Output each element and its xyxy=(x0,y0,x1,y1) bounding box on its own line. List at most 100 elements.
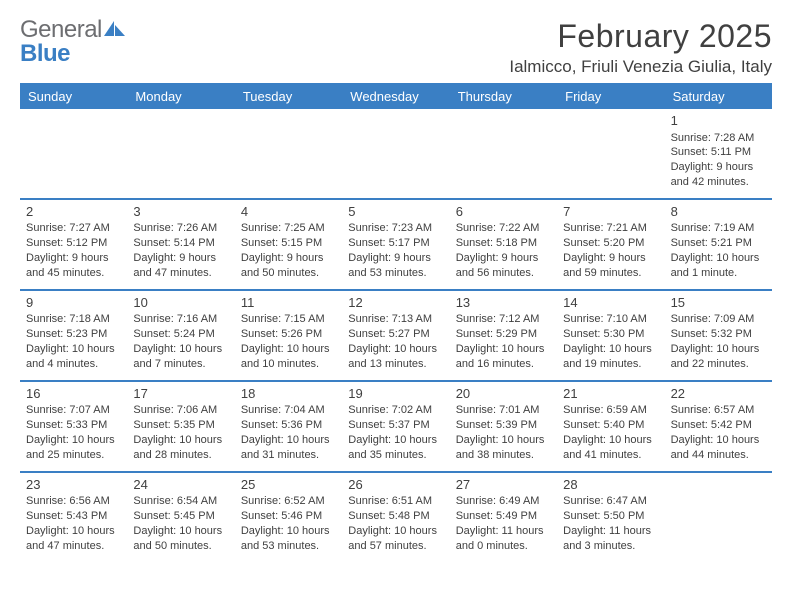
sunset-text: Sunset: 5:21 PM xyxy=(671,236,766,251)
day-header: Tuesday xyxy=(235,85,342,109)
calendar-cell: 15Sunrise: 7:09 AMSunset: 5:32 PMDayligh… xyxy=(665,291,772,376)
day-number: 24 xyxy=(133,476,228,494)
day-number: 18 xyxy=(241,385,336,403)
sunrise-text: Sunrise: 6:49 AM xyxy=(456,494,551,509)
daylight-text: Daylight: 10 hours and 16 minutes. xyxy=(456,342,551,372)
day-number: 14 xyxy=(563,294,658,312)
daylight-text: Daylight: 10 hours and 41 minutes. xyxy=(563,433,658,463)
calendar-cell: 20Sunrise: 7:01 AMSunset: 5:39 PMDayligh… xyxy=(450,382,557,467)
calendar-cell: 18Sunrise: 7:04 AMSunset: 5:36 PMDayligh… xyxy=(235,382,342,467)
daylight-text: Daylight: 9 hours and 59 minutes. xyxy=(563,251,658,281)
logo-text-2: Blue xyxy=(20,42,126,66)
daylight-text: Daylight: 10 hours and 47 minutes. xyxy=(26,524,121,554)
calendar-cell: 4Sunrise: 7:25 AMSunset: 5:15 PMDaylight… xyxy=(235,200,342,285)
day-number: 11 xyxy=(241,294,336,312)
sunrise-text: Sunrise: 7:10 AM xyxy=(563,312,658,327)
sunrise-text: Sunrise: 7:28 AM xyxy=(671,131,766,146)
day-number: 7 xyxy=(563,203,658,221)
calendar-cell-blank xyxy=(557,109,664,194)
sunrise-text: Sunrise: 7:06 AM xyxy=(133,403,228,418)
sunset-text: Sunset: 5:39 PM xyxy=(456,418,551,433)
daylight-text: Daylight: 11 hours and 0 minutes. xyxy=(456,524,551,554)
sunset-text: Sunset: 5:40 PM xyxy=(563,418,658,433)
calendar-cell: 21Sunrise: 6:59 AMSunset: 5:40 PMDayligh… xyxy=(557,382,664,467)
calendar-cell: 17Sunrise: 7:06 AMSunset: 5:35 PMDayligh… xyxy=(127,382,234,467)
calendar-cell: 3Sunrise: 7:26 AMSunset: 5:14 PMDaylight… xyxy=(127,200,234,285)
sunrise-text: Sunrise: 7:25 AM xyxy=(241,221,336,236)
sunset-text: Sunset: 5:42 PM xyxy=(671,418,766,433)
sunrise-text: Sunrise: 7:23 AM xyxy=(348,221,443,236)
calendar-cell: 11Sunrise: 7:15 AMSunset: 5:26 PMDayligh… xyxy=(235,291,342,376)
header: GeneralBlue February 2025 Ialmicco, Friu… xyxy=(20,18,772,77)
sunrise-text: Sunrise: 7:04 AM xyxy=(241,403,336,418)
sunset-text: Sunset: 5:49 PM xyxy=(456,509,551,524)
day-number: 22 xyxy=(671,385,766,403)
daylight-text: Daylight: 10 hours and 35 minutes. xyxy=(348,433,443,463)
sunrise-text: Sunrise: 7:26 AM xyxy=(133,221,228,236)
logo: GeneralBlue xyxy=(20,18,126,66)
sunset-text: Sunset: 5:43 PM xyxy=(26,509,121,524)
sunrise-text: Sunrise: 7:22 AM xyxy=(456,221,551,236)
sunset-text: Sunset: 5:11 PM xyxy=(671,145,766,160)
sunset-text: Sunset: 5:17 PM xyxy=(348,236,443,251)
day-number: 17 xyxy=(133,385,228,403)
sunrise-text: Sunrise: 6:51 AM xyxy=(348,494,443,509)
calendar-cell-blank xyxy=(665,473,772,558)
calendar-cell: 27Sunrise: 6:49 AMSunset: 5:49 PMDayligh… xyxy=(450,473,557,558)
sunset-text: Sunset: 5:32 PM xyxy=(671,327,766,342)
calendar-cell: 23Sunrise: 6:56 AMSunset: 5:43 PMDayligh… xyxy=(20,473,127,558)
daylight-text: Daylight: 11 hours and 3 minutes. xyxy=(563,524,658,554)
calendar-cell: 8Sunrise: 7:19 AMSunset: 5:21 PMDaylight… xyxy=(665,200,772,285)
calendar-cell: 26Sunrise: 6:51 AMSunset: 5:48 PMDayligh… xyxy=(342,473,449,558)
sunrise-text: Sunrise: 7:02 AM xyxy=(348,403,443,418)
day-number: 15 xyxy=(671,294,766,312)
daylight-text: Daylight: 10 hours and 19 minutes. xyxy=(563,342,658,372)
calendar-cell: 12Sunrise: 7:13 AMSunset: 5:27 PMDayligh… xyxy=(342,291,449,376)
calendar-cell: 13Sunrise: 7:12 AMSunset: 5:29 PMDayligh… xyxy=(450,291,557,376)
calendar-grid: SundayMondayTuesdayWednesdayThursdayFrid… xyxy=(20,85,772,558)
month-title: February 2025 xyxy=(509,18,772,55)
calendar-cell: 19Sunrise: 7:02 AMSunset: 5:37 PMDayligh… xyxy=(342,382,449,467)
calendar-cell-blank xyxy=(342,109,449,194)
daylight-text: Daylight: 10 hours and 22 minutes. xyxy=(671,342,766,372)
day-number: 6 xyxy=(456,203,551,221)
sunset-text: Sunset: 5:50 PM xyxy=(563,509,658,524)
day-number: 27 xyxy=(456,476,551,494)
calendar-cell: 14Sunrise: 7:10 AMSunset: 5:30 PMDayligh… xyxy=(557,291,664,376)
daylight-text: Daylight: 10 hours and 7 minutes. xyxy=(133,342,228,372)
sunrise-text: Sunrise: 7:19 AM xyxy=(671,221,766,236)
calendar-cell: 7Sunrise: 7:21 AMSunset: 5:20 PMDaylight… xyxy=(557,200,664,285)
calendar-cell: 28Sunrise: 6:47 AMSunset: 5:50 PMDayligh… xyxy=(557,473,664,558)
day-number: 16 xyxy=(26,385,121,403)
calendar-cell: 6Sunrise: 7:22 AMSunset: 5:18 PMDaylight… xyxy=(450,200,557,285)
day-number: 3 xyxy=(133,203,228,221)
day-number: 2 xyxy=(26,203,121,221)
daylight-text: Daylight: 10 hours and 57 minutes. xyxy=(348,524,443,554)
sunset-text: Sunset: 5:45 PM xyxy=(133,509,228,524)
sunset-text: Sunset: 5:26 PM xyxy=(241,327,336,342)
daylight-text: Daylight: 10 hours and 10 minutes. xyxy=(241,342,336,372)
day-number: 23 xyxy=(26,476,121,494)
calendar-cell: 10Sunrise: 7:16 AMSunset: 5:24 PMDayligh… xyxy=(127,291,234,376)
sunset-text: Sunset: 5:29 PM xyxy=(456,327,551,342)
sunset-text: Sunset: 5:12 PM xyxy=(26,236,121,251)
day-number: 1 xyxy=(671,112,766,130)
day-number: 12 xyxy=(348,294,443,312)
sunrise-text: Sunrise: 7:01 AM xyxy=(456,403,551,418)
day-number: 9 xyxy=(26,294,121,312)
sunrise-text: Sunrise: 7:18 AM xyxy=(26,312,121,327)
logo-text-1: General xyxy=(20,18,102,42)
daylight-text: Daylight: 10 hours and 53 minutes. xyxy=(241,524,336,554)
sunset-text: Sunset: 5:33 PM xyxy=(26,418,121,433)
sunrise-text: Sunrise: 7:21 AM xyxy=(563,221,658,236)
sunrise-text: Sunrise: 7:15 AM xyxy=(241,312,336,327)
day-number: 5 xyxy=(348,203,443,221)
day-number: 4 xyxy=(241,203,336,221)
sunset-text: Sunset: 5:27 PM xyxy=(348,327,443,342)
day-number: 10 xyxy=(133,294,228,312)
daylight-text: Daylight: 9 hours and 53 minutes. xyxy=(348,251,443,281)
daylight-text: Daylight: 9 hours and 56 minutes. xyxy=(456,251,551,281)
sunset-text: Sunset: 5:20 PM xyxy=(563,236,658,251)
sunset-text: Sunset: 5:35 PM xyxy=(133,418,228,433)
daylight-text: Daylight: 10 hours and 1 minute. xyxy=(671,251,766,281)
